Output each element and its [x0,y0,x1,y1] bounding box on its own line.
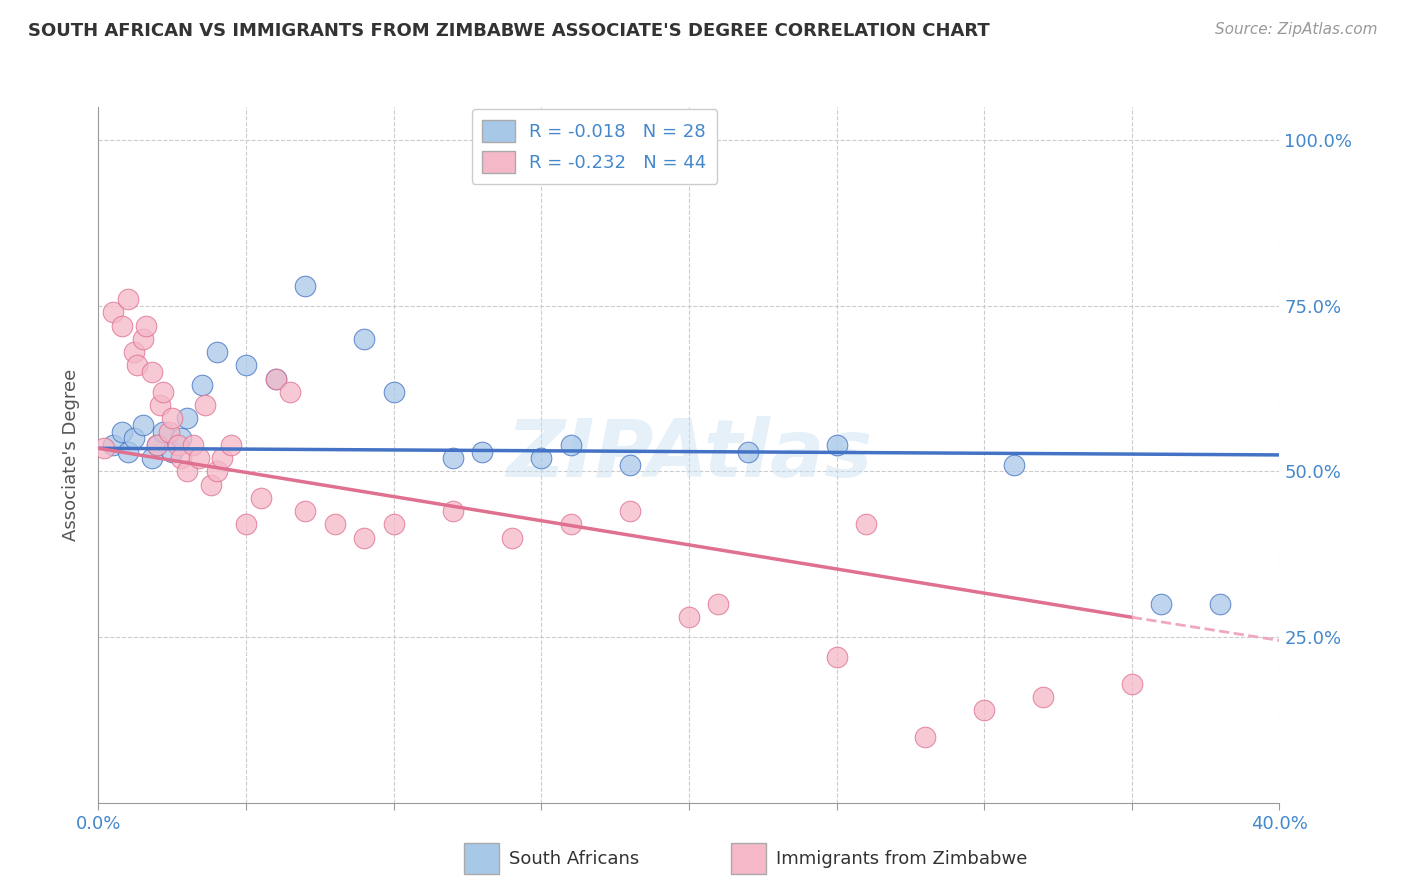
Point [707,597,730,611]
Point [111,318,134,333]
Point [825,438,848,452]
Point [122,345,145,359]
Point [264,372,287,386]
Point [122,431,145,445]
Point [737,444,759,458]
Point [141,451,163,466]
Point [141,365,163,379]
Point [146,438,169,452]
Point [132,418,155,433]
Point [1002,458,1025,472]
Point [152,425,174,439]
Point [176,411,198,425]
Point [235,359,257,373]
Legend: R = -0.018   N = 28, R = -0.232   N = 44: R = -0.018 N = 28, R = -0.232 N = 44 [471,109,717,184]
Point [93,442,115,456]
Point [157,425,180,439]
Point [187,451,209,466]
Point [914,730,936,744]
Point [825,650,848,665]
Point [111,425,134,439]
Point [211,451,233,466]
Point [1121,676,1143,690]
Point [278,384,302,399]
Point [560,438,582,452]
Text: ZIPAtlas: ZIPAtlas [506,416,872,494]
Point [353,531,375,545]
Point [205,345,228,359]
Point [560,517,582,532]
Point [194,398,217,412]
Point [501,531,523,545]
Point [1032,690,1054,704]
Point [170,431,193,445]
Point [135,318,157,333]
Point [323,517,346,532]
Text: Source: ZipAtlas.com: Source: ZipAtlas.com [1215,22,1378,37]
Text: Immigrants from Zimbabwe: Immigrants from Zimbabwe [776,850,1028,868]
Point [103,305,125,319]
Point [103,438,125,452]
Point [382,517,405,532]
Point [162,411,183,425]
Point [191,378,214,392]
Point [441,451,464,466]
Point [205,465,228,479]
Point [294,279,316,293]
Point [441,504,464,518]
Point [855,517,877,532]
Point [1209,597,1232,611]
Point [235,517,257,532]
Text: SOUTH AFRICAN VS IMMIGRANTS FROM ZIMBABWE ASSOCIATE'S DEGREE CORRELATION CHART: SOUTH AFRICAN VS IMMIGRANTS FROM ZIMBABW… [28,22,990,40]
Point [973,703,995,717]
Point [200,477,222,491]
Point [176,465,198,479]
Point [181,438,204,452]
Point [264,372,287,386]
Point [146,438,169,452]
Point [132,332,155,346]
Point [125,359,148,373]
Point [471,444,494,458]
Y-axis label: Associate's Degree: Associate's Degree [62,368,80,541]
Text: South Africans: South Africans [509,850,640,868]
Point [117,444,139,458]
Point [152,384,174,399]
Point [250,491,273,505]
Point [170,451,193,466]
Point [149,398,172,412]
Point [1150,597,1173,611]
Point [219,438,242,452]
Point [353,332,375,346]
Point [162,444,183,458]
Point [619,504,641,518]
Point [678,610,700,624]
Point [294,504,316,518]
Point [167,438,190,452]
Point [117,292,139,306]
Point [619,458,641,472]
Point [382,384,405,399]
Point [530,451,553,466]
